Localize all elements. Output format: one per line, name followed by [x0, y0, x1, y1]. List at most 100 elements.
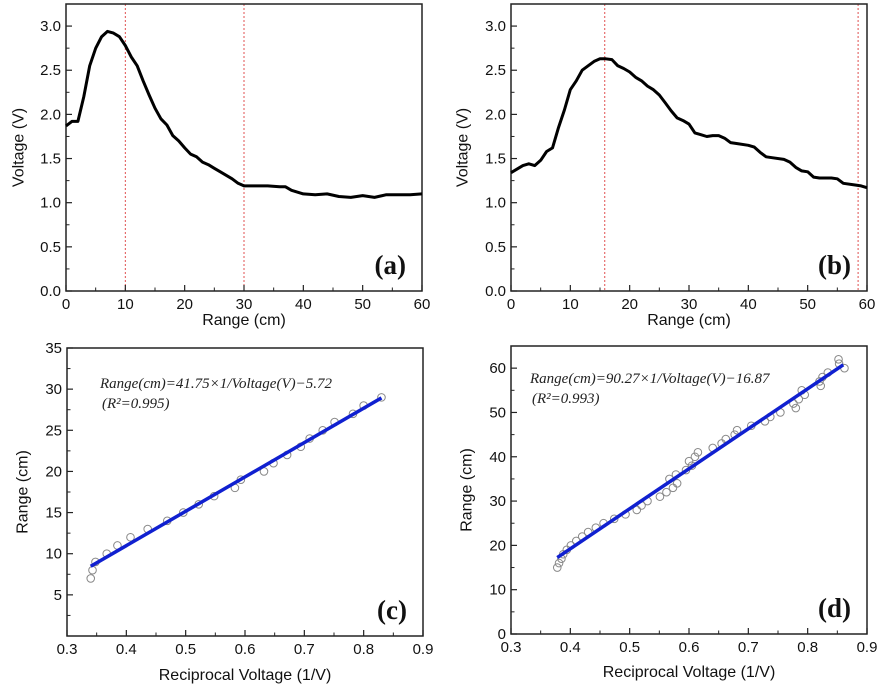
- y-axis-label: Range (cm): [459, 448, 476, 532]
- plot-frame: [510, 345, 868, 635]
- y-tick-label: 40: [489, 449, 506, 466]
- y-tick-label: 0.5: [485, 239, 506, 256]
- data-point: [791, 403, 801, 413]
- data-point: [672, 479, 682, 488]
- y-tick-label: 1.5: [485, 151, 506, 168]
- data-point: [552, 563, 562, 572]
- fit-line: [556, 363, 845, 560]
- y-tick-label: 3.0: [40, 18, 61, 35]
- y-tick-label: 30: [489, 493, 506, 510]
- y-tick-label: 35: [45, 340, 62, 357]
- fit-line: [89, 396, 383, 568]
- y-tick-label: 0.5: [40, 239, 61, 256]
- data-point: [86, 574, 96, 583]
- data-point: [88, 565, 97, 575]
- fit-r-squared: (R²=0.995): [102, 396, 170, 412]
- y-tick-label: 2.5: [40, 62, 61, 79]
- data-point: [732, 425, 742, 435]
- panel-label: (a): [375, 250, 406, 280]
- y-tick-label: 15: [45, 505, 62, 522]
- data-point: [693, 448, 703, 457]
- data-point: [684, 456, 694, 466]
- y-tick-label: 1.0: [40, 195, 61, 212]
- data-point: [178, 508, 188, 517]
- y-tick-label: 0.0: [485, 283, 506, 300]
- data-point: [126, 532, 135, 542]
- x-tick-label: 0.3: [501, 639, 522, 656]
- x-tick-label: 60: [859, 296, 876, 313]
- y-tick-label: 1.0: [485, 195, 506, 212]
- panel-label: (d): [818, 593, 851, 623]
- y-tick-label: 5: [54, 587, 62, 604]
- x-tick-label: 30: [681, 296, 698, 313]
- x-axis-label: Range (cm): [647, 312, 731, 329]
- data-point: [662, 487, 671, 497]
- x-tick-label: 0.8: [353, 641, 374, 658]
- x-tick-label: 0.6: [679, 639, 700, 656]
- y-tick-label: 20: [489, 537, 506, 554]
- data-point: [609, 514, 619, 524]
- panel-b: 0 10 20 30 40 50 60 0.0 0.5 1.0 1.5 2.0 2.5 3.0 Range …: [455, 3, 876, 329]
- x-tick-label: 40: [295, 296, 312, 313]
- y-tick-label: 2.5: [485, 62, 506, 79]
- x-tick-label: 20: [621, 296, 638, 313]
- data-point: [668, 483, 678, 493]
- plot-frame: [65, 3, 423, 292]
- x-tick-label: 0.4: [116, 641, 137, 658]
- data-point: [655, 492, 665, 501]
- panel-c: 0.3 0.4 0.5 0.6 0.7 0.8 0.9 5 10 15 20 25 30 35 Recipr…: [15, 340, 434, 684]
- x-tick-label: 20: [176, 296, 193, 313]
- x-tick-label: 0.7: [294, 641, 315, 658]
- x-tick-label: 0.5: [619, 639, 640, 656]
- y-axis-label: Voltage (V): [11, 108, 28, 187]
- data-point: [834, 354, 843, 364]
- y-tick-label: 60: [489, 360, 506, 377]
- x-tick-label: 50: [799, 296, 816, 313]
- x-tick-label: 40: [740, 296, 757, 313]
- x-tick-label: 30: [236, 296, 253, 313]
- x-tick-label: 0.9: [413, 641, 434, 658]
- y-tick-label: 10: [45, 546, 62, 563]
- x-axis-label: Reciprocal Voltage (1/V): [159, 667, 332, 684]
- y-axis-label: Voltage (V): [455, 108, 472, 187]
- x-tick-label: 0.4: [560, 639, 581, 656]
- plot-frame: [510, 3, 868, 292]
- x-tick-label: 10: [562, 296, 579, 313]
- data-point: [690, 452, 700, 462]
- fit-equation: Range(cm)=41.75×1/Voltage(V)−5.72: [99, 376, 332, 392]
- y-tick-label: 50: [489, 404, 506, 421]
- y-tick-label: 2.0: [485, 106, 506, 123]
- y-tick-label: 3.0: [485, 18, 506, 35]
- x-tick-label: 0: [507, 296, 515, 313]
- x-tick-label: 10: [117, 296, 134, 313]
- y-tick-label: 0.0: [40, 283, 61, 300]
- data-point: [377, 393, 386, 402]
- y-tick-label: 25: [45, 422, 62, 439]
- y-tick-label: 30: [45, 381, 62, 398]
- y-axis-label: Range (cm): [15, 450, 32, 534]
- x-tick-label: 0.5: [175, 641, 196, 658]
- panel-a: 0 10 20 30 40 50 60 0.0 0.5 1.0 1.5 2.0 2.5 3.0 Range …: [11, 3, 431, 329]
- x-tick-label: 60: [414, 296, 431, 313]
- panel-label: (c): [377, 595, 407, 625]
- y-tick-label: 2.0: [40, 106, 61, 123]
- y-tick-label: 0: [498, 626, 506, 643]
- y-tick-label: 1.5: [40, 151, 61, 168]
- x-tick-label: 0: [62, 296, 70, 313]
- x-tick-label: 0.6: [235, 641, 256, 658]
- x-tick-label: 50: [354, 296, 371, 313]
- data-point: [632, 505, 642, 515]
- y-tick-label: 20: [45, 463, 62, 480]
- y-tick-label: 10: [489, 582, 506, 599]
- x-axis-label: Range (cm): [202, 312, 286, 329]
- data-point: [554, 558, 564, 568]
- x-tick-label: 0.7: [738, 639, 759, 656]
- data-line: [65, 29, 423, 199]
- x-tick-label: 0.8: [797, 639, 818, 656]
- x-axis-label: Reciprocal Voltage (1/V): [603, 664, 776, 681]
- panel-d: 0.3 0.4 0.5 0.6 0.7 0.8 0.9 0 10 20 30 40 50 60 Recipr…: [459, 345, 877, 681]
- fit-equation: Range(cm)=90.27×1/Voltage(V)−16.87: [529, 371, 771, 387]
- panel-label: (b): [818, 250, 851, 280]
- x-tick-label: 0.3: [57, 641, 78, 658]
